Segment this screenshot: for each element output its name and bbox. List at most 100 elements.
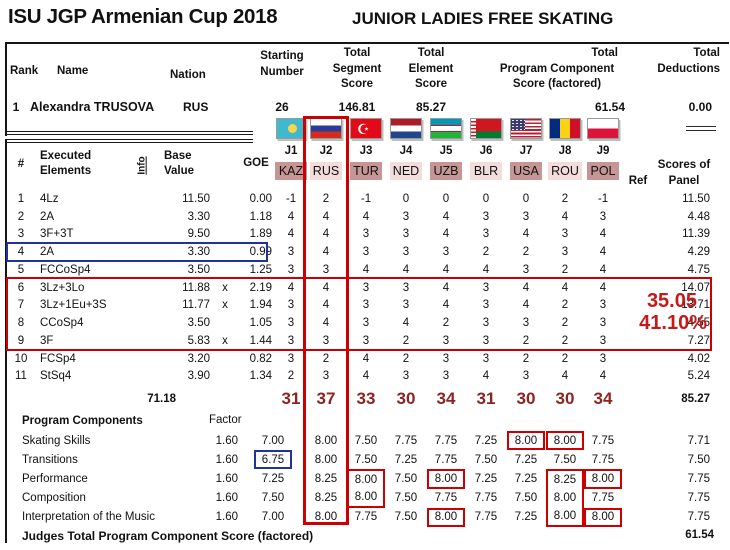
judge-score-j9: 4 <box>599 370 607 383</box>
judge-label-j4: J4 <box>399 144 413 157</box>
judge-score-j9: 4 <box>599 281 607 294</box>
judge-score-j5: 2 <box>442 317 450 330</box>
element-info <box>142 350 158 368</box>
judge-score-j2: 4 <box>322 210 330 223</box>
component-score-j2: 8.25 <box>306 489 346 508</box>
judge-score-j4: 2 <box>402 352 410 365</box>
component-score-j1: 7.50 <box>240 489 306 508</box>
component-score-j5: 8.00 <box>426 507 466 527</box>
judge-score-j8: 4 <box>561 281 569 294</box>
element-base-value: 9.50 <box>187 228 210 241</box>
element-number: 9 <box>17 334 25 347</box>
judge-score-j2: 4 <box>322 228 330 241</box>
judge-flag-cell <box>386 116 426 140</box>
judge-score-j9: 4 <box>599 263 607 276</box>
judge-label-j6: J6 <box>479 144 493 157</box>
component-score-j4: 7.50 <box>386 508 426 527</box>
component-score-j6: 7.50 <box>466 450 506 469</box>
judge-total-j7: 30 <box>516 389 536 408</box>
referee-flag-placeholder-icon <box>686 126 716 131</box>
judge-score-j3: 3 <box>362 228 370 241</box>
component-score-j9: 8.00 <box>584 469 622 489</box>
judge-score-j3: 4 <box>362 370 370 383</box>
judge-score-j4: 3 <box>402 281 410 294</box>
program-components-label: Program Components <box>22 415 143 427</box>
component-name: Composition <box>22 492 86 505</box>
nation-chip: UZB <box>430 162 462 180</box>
judge-score-j6: 3 <box>482 210 490 223</box>
element-panel-score: 14.07 <box>681 281 710 294</box>
ref-label: Ref <box>628 175 648 187</box>
component-score-value: 7.25 <box>474 472 498 485</box>
judge-score-j4: 3 <box>402 228 410 241</box>
uzb-flag-icon <box>430 117 462 139</box>
judge-score-j9: 3 <box>599 334 607 347</box>
judge-score-j3: -1 <box>360 192 372 205</box>
judge-score-j7: 2 <box>522 352 530 365</box>
component-panel-score: 7.75 <box>687 511 710 524</box>
component-score-j7: 7.25 <box>506 450 546 469</box>
judge-score-j8: 2 <box>561 299 569 312</box>
judge-score-j3: 4 <box>362 210 370 223</box>
total-segment-score-value: 146.81 <box>338 100 376 114</box>
judge-nations-row: KAZ RUS TUR NED UZB BLR USA ROU POL <box>0 160 730 182</box>
total-component-score-value: 61.54 <box>594 100 625 114</box>
judge-score-j7: 2 <box>522 334 530 347</box>
component-score-value: 7.75 <box>394 434 418 447</box>
judge-nation-j8: ROU <box>546 160 584 182</box>
judge-score-j2: 4 <box>322 299 330 312</box>
element-goe: 1.44 <box>249 334 272 347</box>
element-number: 3 <box>17 228 25 241</box>
component-name: Interpretation of the Music <box>22 511 155 524</box>
total-component-score-label-line2: Program Component <box>499 62 615 75</box>
component-score-j6: 7.75 <box>466 508 506 527</box>
judge-flag-cell <box>466 116 506 140</box>
component-panel-score: 7.75 <box>687 472 710 485</box>
element-row: 9 3F 5.83 x 1.44 3 3 3 2 3 3 2 2 3 7.27 <box>0 332 730 350</box>
judge-score-j9: 3 <box>599 352 607 365</box>
judge-score-j7: 3 <box>522 263 530 276</box>
component-score-value: 8.00 <box>314 511 338 524</box>
judge-score-j4: 3 <box>402 246 410 259</box>
component-score-value: 8.00 <box>546 507 584 527</box>
component-row: Interpretation of the Music 1.60 7.00 8.… <box>0 507 730 527</box>
rank-label: Rank <box>10 65 39 77</box>
component-score-j3: 8.00 <box>346 469 386 489</box>
element-row: 7 3Lz+1Eu+3S 11.77 x 1.94 3 4 3 3 4 3 4 … <box>0 297 730 315</box>
element-number: 8 <box>17 317 25 330</box>
judge-score-j7: 0 <box>522 192 530 205</box>
element-credit-x <box>214 243 236 261</box>
component-score-j1: 6.75 <box>240 450 306 470</box>
ned-flag-icon <box>390 117 422 139</box>
nation-label: Nation <box>170 69 206 81</box>
judge-score-j8: 2 <box>561 334 569 347</box>
judge-nation-j3: TUR <box>346 160 386 182</box>
judge-score-j1: 3 <box>287 263 295 276</box>
component-score-j5: 7.75 <box>426 431 466 450</box>
component-score-value: 8.00 <box>347 469 385 489</box>
component-factor: 1.60 <box>215 511 238 524</box>
component-score-j4: 7.75 <box>386 431 426 450</box>
component-factor: 1.60 <box>215 434 238 447</box>
component-score-value: 8.00 <box>584 469 622 489</box>
element-info <box>142 261 158 279</box>
element-panel-score: 11.50 <box>682 192 710 205</box>
annotation-percent: 41.10% <box>639 312 707 334</box>
judge-score-j8: 2 <box>561 263 569 276</box>
judge-score-j5: 4 <box>442 281 450 294</box>
elements-totals-row: 71.18 85.27 <box>0 387 730 411</box>
blr-flag-icon <box>470 117 502 139</box>
component-score-value: 7.75 <box>354 511 378 524</box>
element-panel-score: 4.29 <box>687 246 710 259</box>
component-score-j8: 8.25 <box>546 469 584 489</box>
nation-chip: RUS <box>309 162 343 180</box>
component-score-value: 7.75 <box>591 434 615 447</box>
element-panel-score: 4.48 <box>687 210 710 223</box>
element-name: 3F <box>40 334 54 347</box>
judge-score-j1: 4 <box>287 281 295 294</box>
element-base-value: 3.30 <box>187 210 210 223</box>
component-score-value: 7.75 <box>434 434 458 447</box>
judge-nation-j5: UZB <box>426 160 466 182</box>
element-number: 5 <box>17 263 25 276</box>
element-info <box>142 332 158 350</box>
